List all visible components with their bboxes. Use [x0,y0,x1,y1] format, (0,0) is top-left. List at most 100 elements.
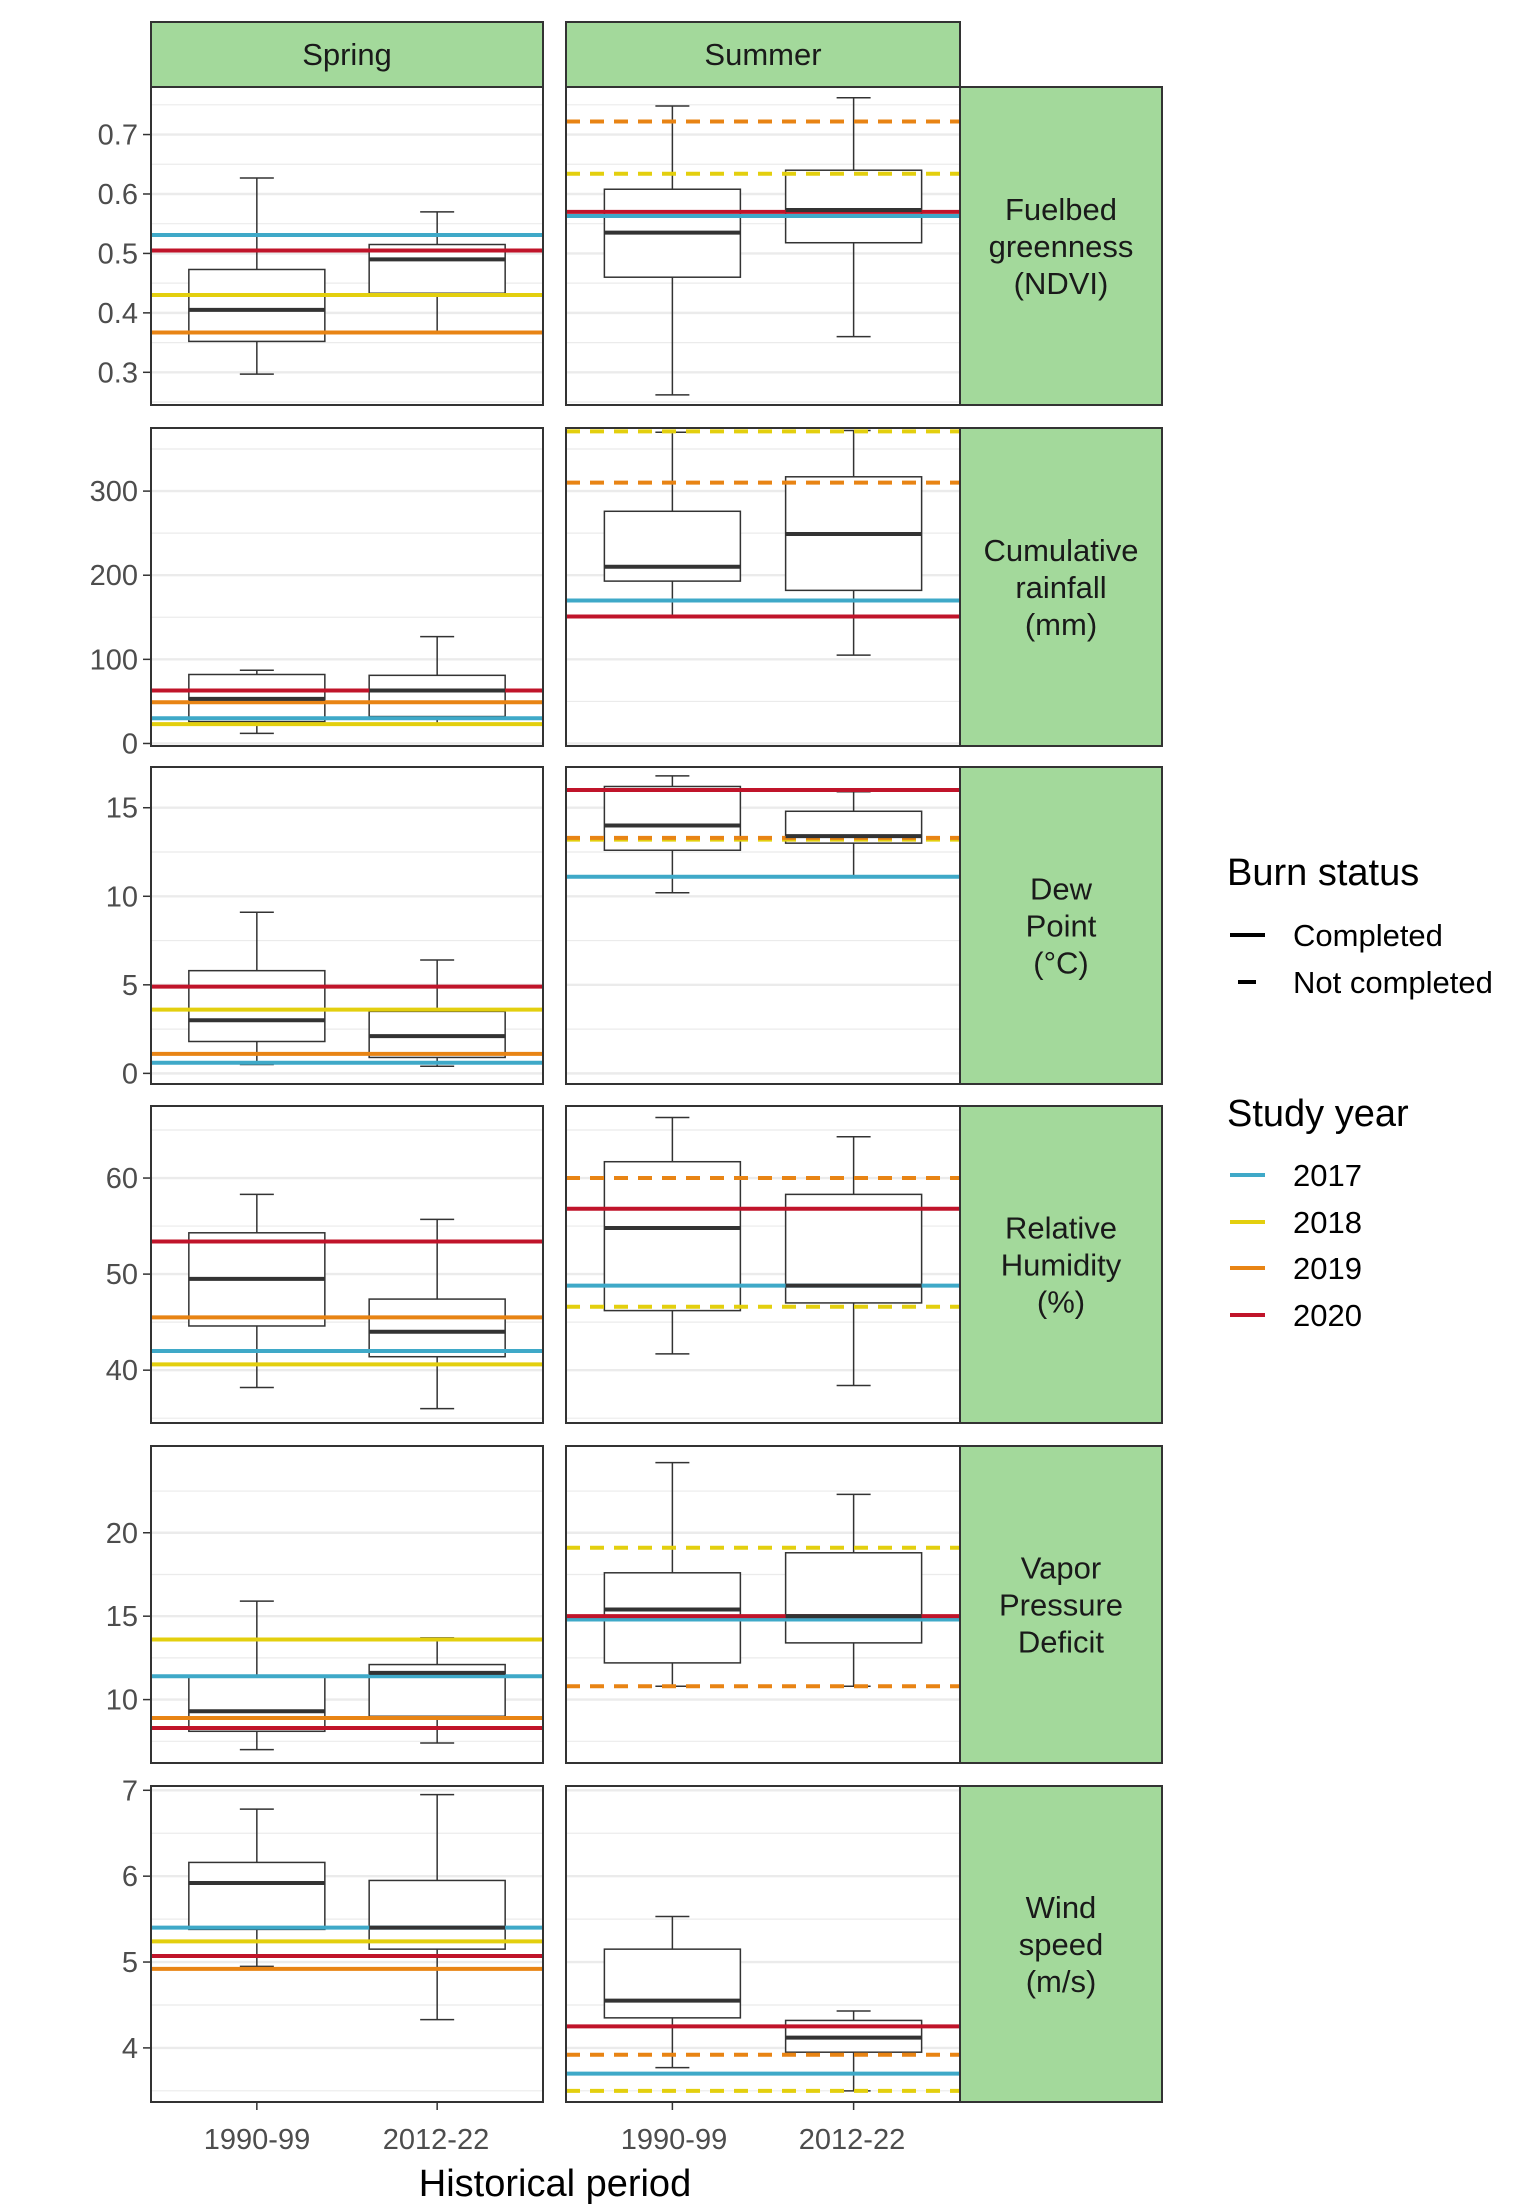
box-iqr [188,1861,326,1931]
x-tick-spring-1990-99: 1990-99 [204,2124,310,2156]
y-tick-label: 7 [122,1775,138,1807]
panel-summer-cumulative-rainfall-mm [565,427,961,747]
row-strip-bg [959,1105,1163,1424]
y-tick-label: 4 [122,2033,138,2065]
panel-border [150,766,544,1085]
panel-summer-relative-humidity [565,1105,961,1424]
box-iqr [188,969,326,1043]
y-tick-label: 0.3 [98,357,138,389]
row-strip-label: greenness [989,229,1134,264]
y-tick-label: 50 [106,1259,138,1291]
row-strip-bg [959,86,1163,406]
panel-border [150,427,544,747]
panel-border [150,86,544,406]
legend-label-2018: 2018 [1293,1205,1362,1240]
panel-summer-wind-speed-m-s [565,1785,961,2103]
x-axis-title: Historical period [419,2163,691,2205]
strip-summer-bg [565,21,961,88]
y-tick-label: 0 [122,728,138,760]
column-strips: Spring Summer [150,21,961,88]
box-iqr [188,268,326,343]
row-strip-bg [959,1445,1163,1764]
boxplot-summer-1990-99 [603,1915,742,2069]
row-strip-label: Vapor [1021,1551,1101,1586]
box-iqr [603,1160,742,1312]
legend-label-completed: Completed [1293,918,1443,953]
panel-spring-cumulative-rainfall-mm [150,427,544,747]
panel-border [150,1785,544,2103]
y-tick-label: 0.6 [98,179,138,211]
box-iqr [368,674,506,718]
row-strip-label: (m/s) [1026,1964,1097,1999]
panel-spring-relative-humidity [150,1105,544,1424]
row-strip-label: Cumulative [983,533,1138,568]
y-tick-label: 10 [106,1685,138,1717]
y-tick-label: 40 [106,1355,138,1387]
boxplot-spring-2012-22 [368,635,506,725]
panel-spring-fuelbed-greenness-ndvi [150,86,544,406]
y-tick-label: 15 [106,793,138,825]
panel-summer-fuelbed-greenness-ndvi [565,86,961,406]
y-tick-label: 6 [122,1861,138,1893]
row-strip-label: speed [1019,1927,1103,1962]
row-strip-label: (NDVI) [1014,266,1109,301]
y-tick-label: 100 [90,644,138,676]
boxplot-spring-1990-99 [188,1600,326,1751]
y-tick-label: 0.7 [98,120,138,152]
boxplot-summer-2012-22 [784,96,923,338]
legend-label-2019: 2019 [1293,1251,1362,1286]
y-tick-label: 60 [106,1163,138,1195]
boxplot-spring-2012-22 [368,211,506,334]
x-tick-spring-2012-22: 2012-22 [383,2124,489,2156]
panel-border [150,1105,544,1424]
panel-spring-vapor-pressure-deficit [150,1445,544,1764]
strip-summer-label: Summer [704,37,821,72]
y-tick-label: 0.4 [98,298,138,330]
boxplot-spring-1990-99 [188,911,326,1066]
y-tick-label: 300 [90,476,138,508]
y-tick-label: 200 [90,560,138,592]
box-iqr [784,1552,923,1644]
legend-burn-status-title: Burn status [1227,852,1419,894]
box-iqr [368,1879,506,1950]
x-tick-summer-1990-99: 1990-99 [621,2124,727,2156]
y-tick-label: 0.5 [98,238,138,270]
row-strip-bg [959,1785,1163,2103]
legend-label-2020: 2020 [1293,1298,1362,1333]
box-iqr [603,510,742,582]
row-strip-label: Relative [1005,1211,1117,1246]
boxplot-spring-2012-22 [368,1793,506,2021]
box-iqr [784,169,923,244]
panel-summer-dew-point-c [565,766,961,1085]
y-tick-label: 5 [122,970,138,1002]
row-strip-label: (mm) [1025,607,1097,642]
row-strip-label: Dew [1030,872,1093,907]
box-iqr [368,243,506,295]
x-axis: 1990-99 2012-22 1990-99 2012-22 Historic… [204,2102,905,2205]
boxplot-spring-1990-99 [188,177,326,375]
row-strip-label: Humidity [1001,1248,1122,1283]
panel-spring-wind-speed-m-s [150,1785,544,2103]
legend: Burn status Completed Not completed Stud… [1227,852,1493,1333]
box-iqr [188,1675,326,1733]
panel-border [150,1445,544,1764]
legend-label-not-completed: Not completed [1293,965,1493,1000]
row-strip-label: Point [1026,909,1097,944]
y-tick-label: 20 [106,1518,138,1550]
row-strip-label: Fuelbed [1005,192,1117,227]
row-strip-label: (%) [1037,1285,1085,1320]
boxplot-summer-2012-22 [784,1493,923,1688]
y-tick-label: 0 [122,1058,138,1090]
row-strip-label: Pressure [999,1588,1123,1623]
y-tick-label: 10 [106,881,138,913]
box-iqr [603,1948,742,2019]
row-strip-bg [959,766,1163,1085]
row-strip-label: Deficit [1018,1625,1105,1660]
legend-study-year-title: Study year [1227,1093,1409,1135]
